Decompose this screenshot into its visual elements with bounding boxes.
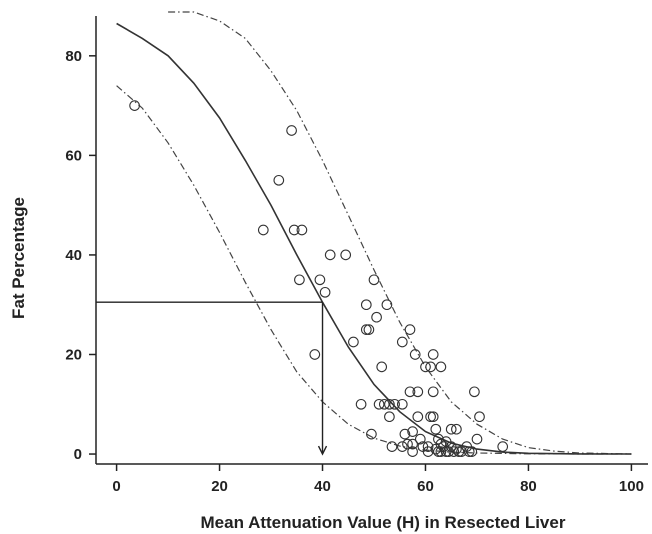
- data-point: [407, 438, 418, 450]
- data-point: [402, 438, 413, 450]
- data-point: [309, 349, 321, 360]
- fit-curve-line: [116, 22, 632, 455]
- data-point: [314, 274, 326, 286]
- data-point: [451, 423, 462, 435]
- data-point: [360, 324, 372, 335]
- data-point: [396, 398, 408, 410]
- data-point: [384, 398, 395, 410]
- data-point: [340, 249, 352, 261]
- data-point: [435, 446, 447, 457]
- data-point: [412, 411, 424, 423]
- x-tick-label: 0: [112, 478, 120, 495]
- data-point: [443, 446, 454, 457]
- x-tick-label: 100: [619, 478, 644, 495]
- reference-line: [96, 301, 328, 456]
- x-tick-label: 80: [520, 478, 537, 495]
- data-point: [407, 446, 418, 457]
- data-point: [420, 361, 431, 373]
- x-axis-title: Mean Attenuation Value (H) in Resected L…: [201, 513, 566, 532]
- y-tick-label: 60: [65, 147, 82, 164]
- prediction-bands: [116, 11, 632, 455]
- data-point: [422, 441, 434, 452]
- data-point: [381, 299, 393, 311]
- data-point: [427, 411, 439, 423]
- data-point: [409, 349, 421, 360]
- data-point: [360, 299, 372, 311]
- data-point: [273, 174, 285, 186]
- axes: [89, 16, 648, 471]
- data-point: [376, 361, 388, 373]
- data-point: [474, 411, 485, 423]
- upper-band-line: [168, 11, 632, 455]
- data-point: [445, 423, 457, 435]
- y-axis-title: Fat Percentage: [9, 197, 28, 319]
- data-point: [404, 386, 416, 398]
- reference-arrowhead: [317, 445, 328, 456]
- data-point: [286, 125, 297, 136]
- y-tick-label: 0: [74, 446, 82, 463]
- data-point: [433, 433, 444, 445]
- data-point: [296, 224, 308, 236]
- data-point: [363, 324, 375, 335]
- data-point: [422, 446, 434, 457]
- data-point: [129, 100, 140, 111]
- data-point: [399, 428, 411, 440]
- data-point: [384, 411, 395, 423]
- x-tick-label: 40: [314, 478, 331, 495]
- data-point: [425, 411, 436, 423]
- x-tick-label: 60: [417, 478, 434, 495]
- data-point: [378, 398, 390, 410]
- data-point: [348, 336, 359, 348]
- data-point: [414, 433, 426, 445]
- tick-labels: 0 20 40 60 80 100 0 20 40 60 80: [65, 48, 644, 495]
- data-point: [469, 386, 480, 398]
- data-point: [497, 441, 509, 452]
- data-point: [404, 324, 416, 335]
- data-point: [427, 386, 439, 398]
- data-point: [435, 438, 447, 450]
- lower-band-line: [116, 85, 632, 455]
- data-point: [471, 433, 483, 445]
- data-point: [427, 349, 439, 360]
- data-point: [412, 386, 424, 398]
- data-point: [319, 286, 331, 298]
- data-point: [407, 426, 418, 437]
- data-point: [445, 441, 457, 452]
- data-points: [129, 100, 509, 457]
- data-point: [389, 398, 400, 410]
- data-point: [430, 423, 442, 435]
- data-point: [324, 249, 336, 261]
- y-tick-label: 40: [65, 247, 82, 264]
- data-point: [257, 224, 269, 236]
- data-point: [371, 311, 382, 323]
- y-tick-label: 20: [65, 346, 82, 363]
- data-point: [368, 274, 380, 286]
- data-point: [366, 428, 377, 440]
- data-point: [466, 446, 478, 457]
- data-point: [373, 398, 385, 410]
- data-point: [463, 446, 475, 457]
- data-point: [396, 336, 408, 348]
- data-point: [288, 224, 300, 236]
- data-point: [294, 274, 305, 286]
- data-point: [451, 443, 462, 455]
- data-point: [448, 446, 460, 457]
- data-point: [435, 361, 447, 373]
- data-point: [355, 398, 367, 410]
- data-point: [396, 441, 408, 452]
- data-point: [386, 441, 398, 452]
- x-tick-label: 20: [211, 478, 228, 495]
- fit-curve: [116, 22, 632, 455]
- data-point: [425, 361, 436, 373]
- data-point: [453, 446, 465, 457]
- y-tick-label: 80: [65, 48, 82, 65]
